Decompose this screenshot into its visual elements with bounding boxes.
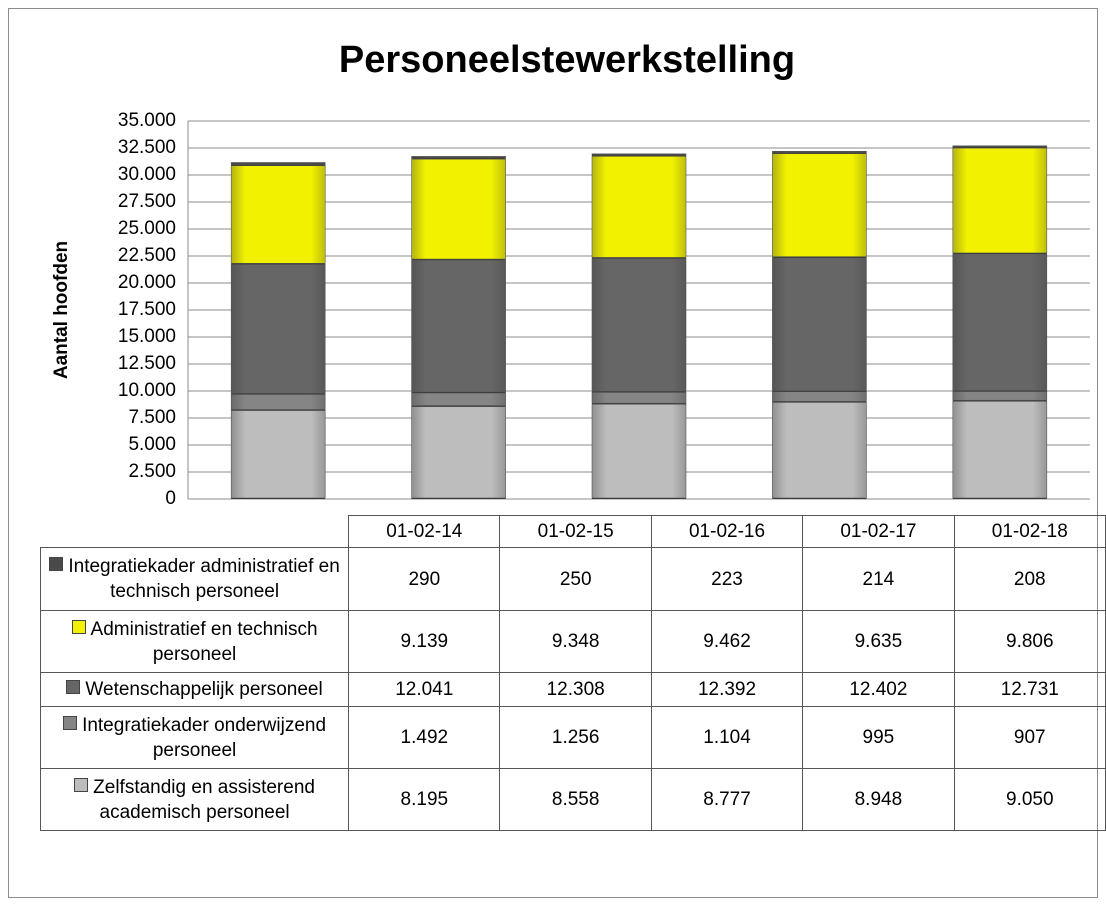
- y-tick-label: 22.500: [118, 245, 176, 266]
- data-label: 250: [499, 547, 652, 611]
- chart: Personeelstewerkstelling Aantal hoofden …: [51, 39, 1090, 509]
- y-tick-label: 32.500: [118, 137, 176, 158]
- data-label: 907: [953, 706, 1106, 769]
- bar-segment: [952, 391, 1048, 401]
- y-axis-label: Aantal hoofden: [51, 241, 72, 379]
- legend-cell: Administratief en technisch personeel: [39, 610, 350, 673]
- bar-segment: [411, 406, 506, 499]
- data-label: 9.139: [348, 610, 501, 673]
- bar-segment: [230, 264, 326, 394]
- y-tick-label: 2.500: [128, 461, 176, 482]
- data-label: 9.806: [953, 610, 1106, 673]
- bar-segment: [591, 258, 687, 392]
- y-tick-label: 7.500: [128, 407, 176, 428]
- blank-cell: [41, 516, 349, 548]
- bar-segment: [591, 153, 687, 156]
- legend-cell: Zelfstandig en assisterend academisch pe…: [39, 768, 350, 831]
- table-header: 01-02-14 01-02-15 01-02-16 01-02-17 01-02-18: [41, 515, 1106, 548]
- x-tick-label: 01-02-15: [499, 515, 652, 548]
- bar-segment: [772, 151, 867, 153]
- y-tick-label: 25.000: [118, 218, 176, 239]
- bar-segment: [952, 253, 1048, 391]
- data-label: 9.050: [953, 768, 1106, 831]
- data-label: 9.635: [802, 610, 955, 673]
- bar-segment: [772, 402, 867, 499]
- y-tick-label: 30.000: [118, 164, 176, 185]
- chart-title: Personeelstewerkstelling: [339, 39, 795, 81]
- y-tick-label: 17.500: [118, 299, 176, 320]
- legend-cell: Integratiekader onderwijzend personeel: [39, 706, 350, 769]
- data-label: 995: [802, 706, 955, 769]
- y-tick-label: 15.000: [118, 326, 176, 347]
- y-tick-label: 35.000: [118, 110, 176, 131]
- data-label: 8.777: [650, 768, 804, 831]
- data-label: 223: [650, 547, 804, 611]
- bar-segment: [230, 410, 326, 499]
- bar-segment: [230, 394, 326, 410]
- bar-segment: [411, 392, 506, 406]
- y-tick-label: 20.000: [118, 272, 176, 293]
- data-label: 290: [348, 547, 501, 611]
- bar-segment: [411, 259, 506, 393]
- bar-segment: [411, 158, 506, 260]
- legend-label: Wetenschappelijk personeel: [85, 679, 323, 700]
- data-label: 8.558: [499, 768, 652, 831]
- chart-frame: [8, 8, 1098, 898]
- y-tick-label: 12.500: [118, 353, 176, 374]
- y-tick-label: 0: [165, 488, 176, 509]
- bar-segment: [772, 153, 867, 257]
- legend-swatch: [63, 715, 78, 730]
- data-label: 1.492: [348, 706, 501, 769]
- table-row: Wetenschappelijk personeel 12.041 12.308 12…: [39, 672, 1106, 707]
- data-label: 8.948: [802, 768, 955, 831]
- data-label: 8.195: [348, 768, 501, 831]
- data-label: 12.402: [802, 672, 955, 707]
- bar-segment: [952, 145, 1048, 148]
- data-label: 9.462: [650, 610, 804, 673]
- legend-swatch: [74, 777, 89, 792]
- x-tick-label: 01-02-16: [650, 515, 804, 548]
- x-tick-label: 01-02-14: [348, 515, 501, 548]
- data-label: 12.041: [348, 672, 501, 707]
- legend-label: Zelfstandig en assisterend academisch pe…: [93, 776, 315, 823]
- data-label: 1.104: [650, 706, 804, 769]
- legend-cell: Wetenschappelijk personeel: [39, 672, 350, 707]
- legend-cell: Integratiekader administratief en techni…: [39, 547, 350, 611]
- bar-segment: [772, 391, 867, 402]
- data-label: 12.392: [650, 672, 804, 707]
- bar-segment: [952, 147, 1048, 254]
- y-tick-label: 5.000: [128, 434, 176, 455]
- legend-label: Administratief en technisch personeel: [90, 618, 318, 665]
- bar-segment: [772, 257, 867, 391]
- bar-segment: [230, 165, 326, 264]
- bar-segment: [591, 403, 687, 499]
- data-label: 1.256: [499, 706, 652, 769]
- bar-segment: [230, 162, 326, 165]
- bar-segment: [411, 156, 506, 159]
- data-label: 214: [802, 547, 955, 611]
- table-row: Zelfstandig en assisterend academisch pe…: [39, 768, 1106, 831]
- legend-swatch: [49, 557, 64, 571]
- data-label: 12.308: [499, 672, 652, 707]
- x-tick-label: 01-02-17: [802, 515, 955, 548]
- data-label: 12.731: [953, 672, 1106, 707]
- data-label: 208: [953, 547, 1106, 611]
- table-row: Integratiekader administratief en techni…: [39, 547, 1106, 611]
- legend-swatch: [71, 619, 86, 634]
- bar-segment: [591, 391, 687, 404]
- y-tick-label: 27.500: [118, 191, 176, 212]
- data-label: 9.348: [499, 610, 652, 673]
- data-table: 01-02-14 01-02-15 01-02-16 01-02-17 01-02-18…: [39, 515, 1106, 831]
- y-tick-label: 10.000: [118, 380, 176, 401]
- table-row: Administratief en technisch personeel 9.1…: [39, 610, 1106, 673]
- bar-segment: [952, 400, 1048, 499]
- legend-label: Integratiekader onderwijzend personeel: [82, 714, 327, 761]
- table-row: Integratiekader onderwijzend personeel 1.…: [39, 706, 1106, 769]
- legend-swatch: [66, 680, 81, 694]
- x-tick-label: 01-02-18: [953, 515, 1106, 548]
- legend-label: Integratiekader administratief en techni…: [68, 556, 340, 602]
- bar-segment: [591, 155, 687, 258]
